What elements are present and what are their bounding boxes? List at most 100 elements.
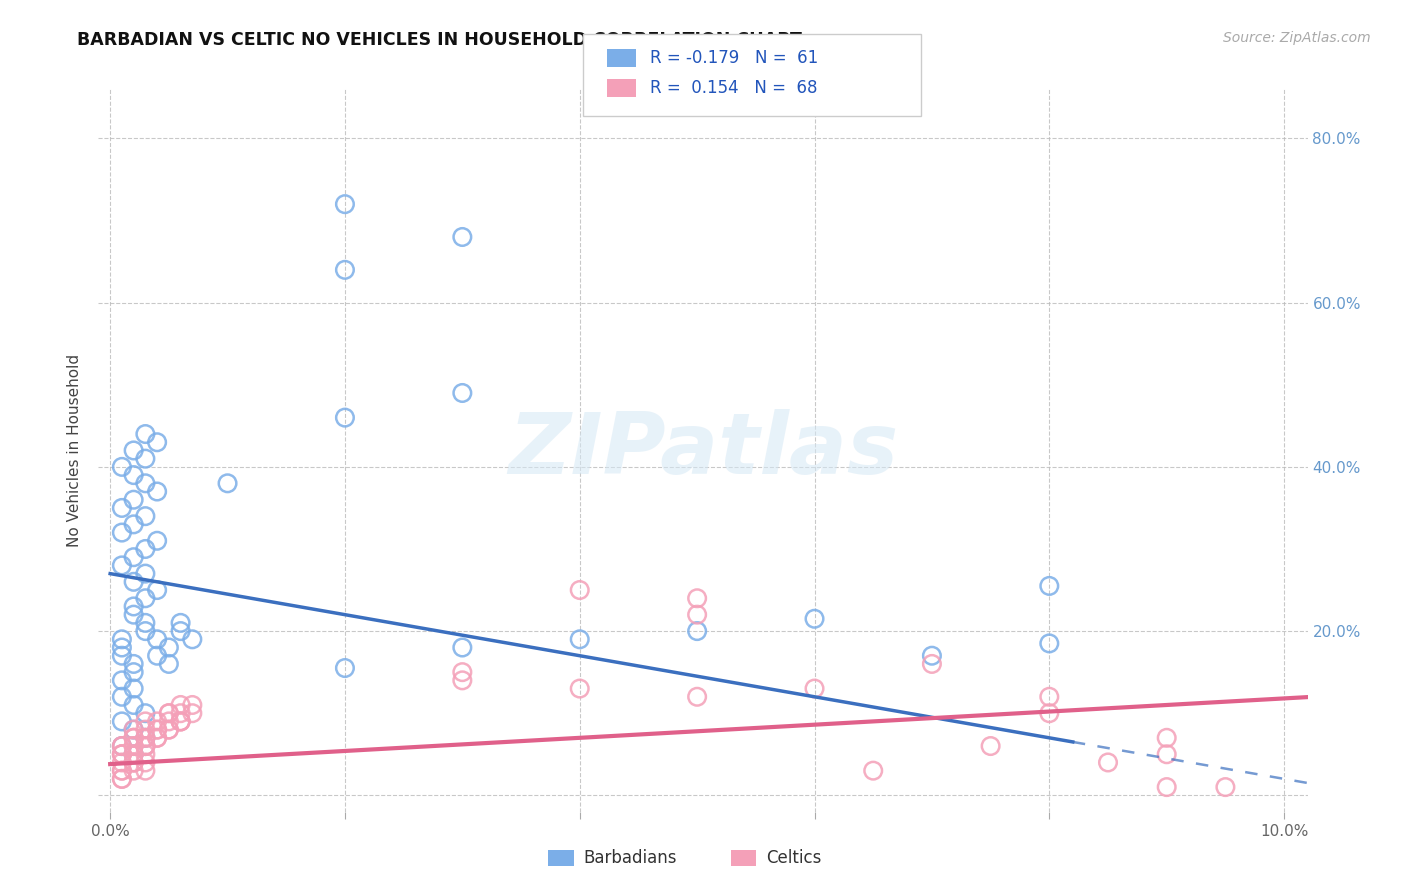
Point xyxy=(181,698,204,712)
Point xyxy=(111,772,134,786)
Point xyxy=(122,764,145,778)
Point xyxy=(146,714,169,729)
Point xyxy=(803,612,825,626)
Point xyxy=(111,525,134,540)
Point xyxy=(134,509,156,524)
Point xyxy=(1038,690,1060,704)
Point xyxy=(169,714,191,729)
Text: Source: ZipAtlas.com: Source: ZipAtlas.com xyxy=(1223,31,1371,45)
Point xyxy=(122,657,145,671)
Point xyxy=(134,706,156,721)
Point xyxy=(146,632,169,647)
Point xyxy=(146,582,169,597)
Point xyxy=(568,681,591,696)
Point xyxy=(451,673,474,688)
Point xyxy=(181,632,204,647)
Point xyxy=(122,731,145,745)
Point xyxy=(134,747,156,762)
Point xyxy=(111,690,134,704)
Point xyxy=(157,706,180,721)
Point xyxy=(333,197,356,211)
Point xyxy=(146,723,169,737)
Point xyxy=(146,731,169,745)
Point xyxy=(111,459,134,474)
Point xyxy=(134,615,156,630)
Point xyxy=(134,541,156,556)
Point xyxy=(146,731,169,745)
Point xyxy=(134,624,156,639)
Point xyxy=(1038,636,1060,650)
Point xyxy=(686,624,709,639)
Point xyxy=(111,739,134,753)
Point xyxy=(169,615,191,630)
Point xyxy=(1038,706,1060,721)
Point xyxy=(451,386,474,401)
Point xyxy=(134,451,156,466)
Point xyxy=(1156,780,1178,794)
Point xyxy=(122,599,145,614)
Text: R =  0.154   N =  68: R = 0.154 N = 68 xyxy=(650,79,817,97)
Point xyxy=(134,591,156,606)
Point xyxy=(146,648,169,663)
Point xyxy=(157,657,180,671)
Point xyxy=(111,714,134,729)
Point xyxy=(111,558,134,573)
Point xyxy=(134,739,156,753)
Point xyxy=(122,756,145,770)
Text: BARBADIAN VS CELTIC NO VEHICLES IN HOUSEHOLD CORRELATION CHART: BARBADIAN VS CELTIC NO VEHICLES IN HOUSE… xyxy=(77,31,803,49)
Point xyxy=(111,673,134,688)
Point xyxy=(157,706,180,721)
Point xyxy=(921,648,943,663)
Point xyxy=(146,533,169,548)
Point xyxy=(111,747,134,762)
Text: ZIPatlas: ZIPatlas xyxy=(508,409,898,492)
Point xyxy=(1097,756,1119,770)
Point xyxy=(1215,780,1237,794)
Point xyxy=(111,772,134,786)
Point xyxy=(134,427,156,442)
Point xyxy=(169,714,191,729)
Point xyxy=(122,517,145,532)
Point xyxy=(980,739,1002,753)
Point xyxy=(169,714,191,729)
Point xyxy=(134,756,156,770)
Point xyxy=(134,739,156,753)
Point xyxy=(111,747,134,762)
Text: Barbadians: Barbadians xyxy=(583,849,678,867)
Point xyxy=(134,739,156,753)
Point xyxy=(134,723,156,737)
Point xyxy=(111,632,134,647)
Point xyxy=(122,698,145,712)
Point xyxy=(134,714,156,729)
Point xyxy=(122,747,145,762)
Point xyxy=(122,731,145,745)
Point xyxy=(146,723,169,737)
Point xyxy=(134,476,156,491)
Point xyxy=(122,747,145,762)
Point xyxy=(111,500,134,515)
Point xyxy=(1156,747,1178,762)
Point xyxy=(451,640,474,655)
Point xyxy=(451,230,474,244)
Point xyxy=(134,731,156,745)
Point xyxy=(122,756,145,770)
Point xyxy=(217,476,239,491)
Y-axis label: No Vehicles in Household: No Vehicles in Household xyxy=(67,354,83,547)
Point xyxy=(1156,731,1178,745)
Text: Celtics: Celtics xyxy=(766,849,821,867)
Point xyxy=(134,566,156,581)
Point xyxy=(333,262,356,277)
Point xyxy=(1038,579,1060,593)
Point xyxy=(122,665,145,680)
Point xyxy=(333,661,356,675)
Point xyxy=(111,747,134,762)
Point xyxy=(686,690,709,704)
Point xyxy=(111,648,134,663)
Point xyxy=(134,731,156,745)
Point xyxy=(146,484,169,499)
Point xyxy=(122,739,145,753)
Text: R = -0.179   N =  61: R = -0.179 N = 61 xyxy=(650,49,818,67)
Point xyxy=(181,706,204,721)
Point xyxy=(111,764,134,778)
Point xyxy=(157,723,180,737)
